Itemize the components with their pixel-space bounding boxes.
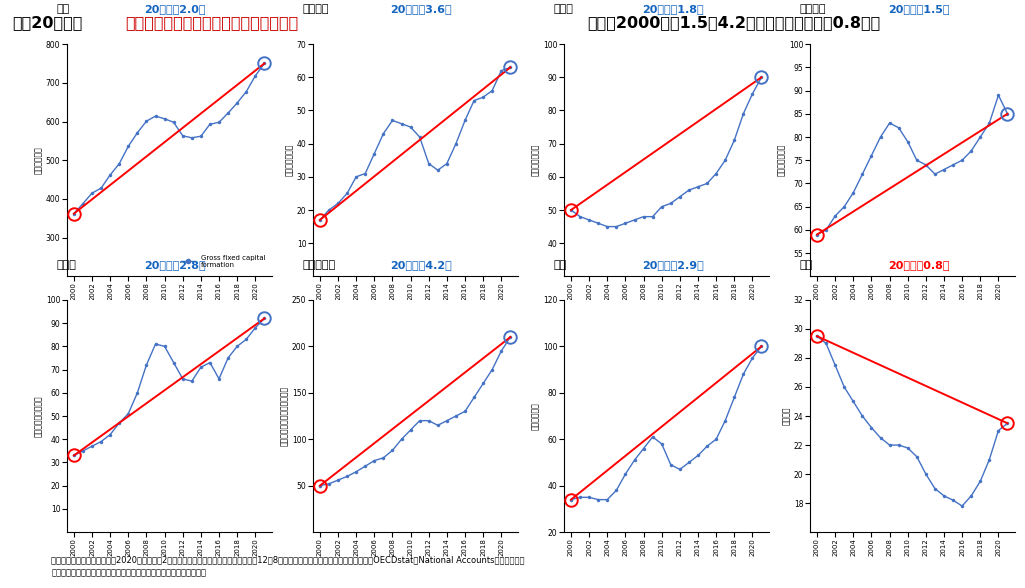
Text: 主要国政府では公共投資を積極的に実施: 主要国政府では公共投資を積極的に実施	[125, 15, 298, 30]
Y-axis label: （十億ドル）: （十億ドル）	[34, 146, 43, 174]
Y-axis label: （十億カナダドル）: （十億カナダドル）	[34, 395, 43, 437]
Y-axis label: （十億ノルウェークローネ）: （十億ノルウェークローネ）	[280, 386, 289, 446]
Text: 20年間で2.9倍: 20年間で2.9倍	[642, 260, 703, 270]
Text: （各国2000年比1.5〜4.2倍に対して、日本は0.8倍）: （各国2000年比1.5〜4.2倍に対して、日本は0.8倍）	[587, 15, 880, 30]
Text: 20年間で1.8倍: 20年間で1.8倍	[642, 4, 703, 14]
Text: この20年間、: この20年間、	[12, 15, 83, 30]
Text: 20年間で1.5倍: 20年間で1.5倍	[888, 4, 949, 14]
Text: 20年間で2.8倍: 20年間で2.8倍	[145, 260, 206, 270]
Text: 日本: 日本	[800, 260, 813, 270]
Y-axis label: （十億ポンド）: （十億ポンド）	[285, 144, 294, 176]
Text: 20年間で2.0倍: 20年間で2.0倍	[145, 4, 206, 14]
Y-axis label: （十億ユーロ）: （十億ユーロ）	[531, 144, 540, 176]
Y-axis label: （兆ウォン）: （兆ウォン）	[531, 402, 540, 430]
Text: カナダ: カナダ	[56, 260, 76, 270]
Text: 20年間で3.6倍: 20年間で3.6倍	[391, 4, 452, 14]
Text: ドイツ: ドイツ	[554, 4, 573, 14]
Text: 注）出展：日本は、内閣府「2020年度（令和2年度）国民経済計算年次推計（令和３年12月8日）」より作成。その他の国については、OECDstat「Nationa: 注）出展：日本は、内閣府「2020年度（令和2年度）国民経済計算年次推計（令和３…	[51, 556, 525, 564]
Text: フランス: フランス	[800, 4, 826, 14]
Text: イギリス: イギリス	[302, 4, 329, 14]
Text: 20年間で0.8倍: 20年間で0.8倍	[888, 260, 949, 270]
Text: 韓国: 韓国	[554, 260, 567, 270]
Legend: Gross fixed capital
formation: Gross fixed capital formation	[178, 252, 269, 270]
Text: 米国: 米国	[56, 4, 70, 14]
Y-axis label: （兆円）: （兆円）	[782, 407, 791, 425]
Text: なお、日本については年度ベース、諸外国は暦年ベースである。: なお、日本については年度ベース、諸外国は暦年ベースである。	[51, 569, 206, 577]
Y-axis label: （十億ユーロ）: （十億ユーロ）	[777, 144, 786, 176]
Text: ノルウェー: ノルウェー	[302, 260, 335, 270]
Text: 20年間で4.2倍: 20年間で4.2倍	[391, 260, 452, 270]
